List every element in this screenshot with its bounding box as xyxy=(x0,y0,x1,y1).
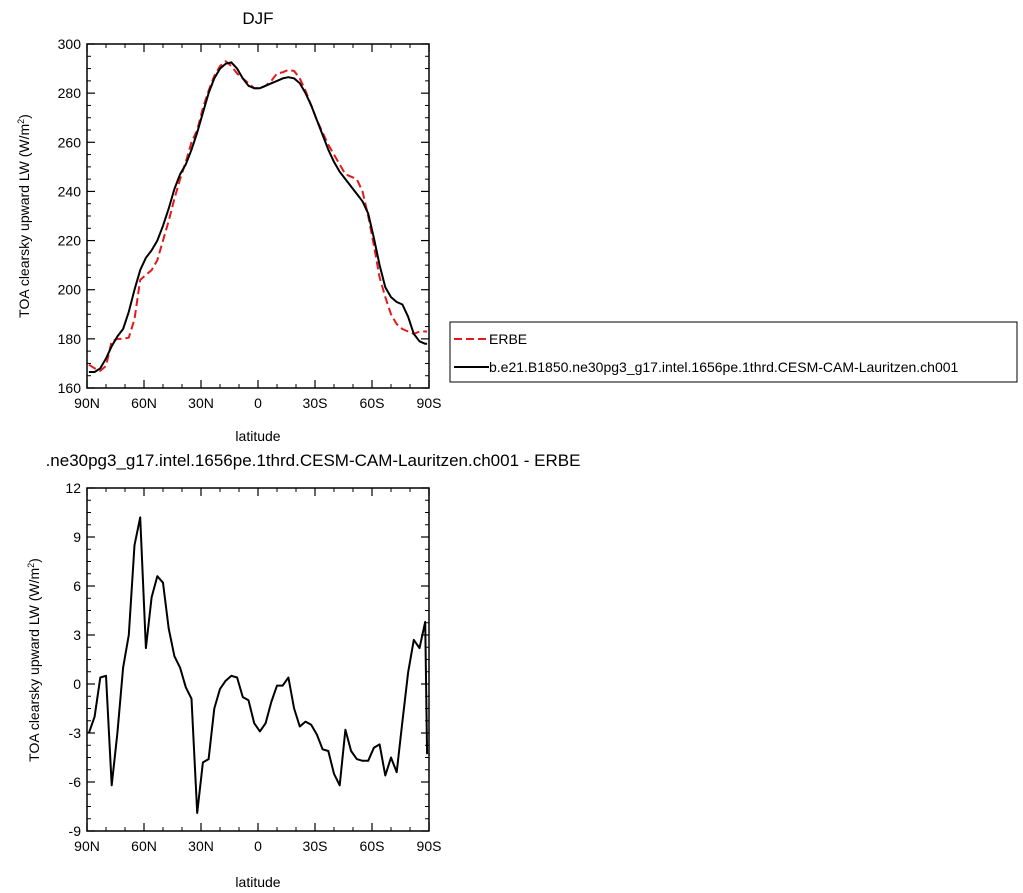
bottom-x-tick-label: 0 xyxy=(254,838,262,854)
bottom-plot-frame xyxy=(86,487,430,832)
bottom-series-group xyxy=(87,516,429,814)
bottom-y-tick-label: -9 xyxy=(69,823,82,839)
top-y-tick-label: 160 xyxy=(58,380,82,396)
bottom-axes-group: 90N 60N 30N 0 30S 60S 90S -9 -6 -3 0 3 6 9 12 xyxy=(65,480,441,854)
top-chart-title: DJF xyxy=(242,9,273,28)
top-x-tick-label: 90N xyxy=(74,395,100,411)
top-x-tick-label: 0 xyxy=(254,395,262,411)
bottom-y-tick-label: 12 xyxy=(65,480,81,496)
bottom-y-tick-label: -3 xyxy=(69,725,82,741)
top-series-line-erbe xyxy=(88,60,428,372)
bottom-series-line-model xyxy=(87,516,429,814)
top-y-tick-label: 260 xyxy=(58,134,82,150)
top-series-line-model xyxy=(88,61,428,373)
top-axes-group: 90N 60N 30N 0 30S 60S 90S 160 180 200 220 240 260 280… xyxy=(58,36,442,411)
top-y-axis-label: TOA clearsky upward LW (W/m2) xyxy=(16,114,32,318)
top-x-axis-label: latitude xyxy=(235,428,280,444)
bottom-x-tick-label: 60S xyxy=(360,838,385,854)
top-y-tick-label: 220 xyxy=(58,233,82,249)
bottom-chart-title: .ne30pg3_g17.intel.1656pe.1thrd.CESM-CAM… xyxy=(46,451,581,470)
bottom-panel: .ne30pg3_g17.intel.1656pe.1thrd.CESM-CAM… xyxy=(26,451,580,890)
top-series-group xyxy=(88,60,428,373)
top-y-tick-label: 180 xyxy=(58,331,82,347)
bottom-x-tick-label: 30S xyxy=(303,838,328,854)
top-y-tick-label: 300 xyxy=(58,36,82,52)
bottom-x-tick-label: 30N xyxy=(188,838,214,854)
bottom-y-tick-label: 3 xyxy=(73,627,81,643)
top-x-tick-label: 60S xyxy=(360,395,385,411)
bottom-x-axis-label: latitude xyxy=(235,874,280,890)
top-panel: DJF 90N 60N 30N 0 30S 60S 90S 160 180 200 220 240 26… xyxy=(16,9,1018,444)
bottom-y-tick-label: 9 xyxy=(73,529,81,545)
top-plot-frame xyxy=(86,43,430,389)
top-x-tick-label: 60N xyxy=(131,395,157,411)
top-y-tick-label: 280 xyxy=(58,85,82,101)
legend-box xyxy=(449,321,1018,383)
top-x-tick-label: 30N xyxy=(188,395,214,411)
bottom-y-tick-label: 6 xyxy=(73,578,81,594)
legend-label-erbe: ERBE xyxy=(489,331,527,347)
bottom-y-tick-label: -6 xyxy=(69,774,82,790)
bottom-y-tick-label: 0 xyxy=(73,676,81,692)
legend-label-model: b.e21.B1850.ne30pg3_g17.intel.1656pe.1th… xyxy=(489,359,959,375)
bottom-x-tick-label: 90S xyxy=(417,838,442,854)
top-y-tick-label: 200 xyxy=(58,282,82,298)
top-x-tick-label: 30S xyxy=(303,395,328,411)
bottom-x-tick-label: 60N xyxy=(131,838,157,854)
bottom-x-tick-label: 90N xyxy=(74,838,100,854)
bottom-y-axis-label: TOA clearsky upward LW (W/m2) xyxy=(26,558,42,762)
top-y-tick-label: 240 xyxy=(58,183,82,199)
legend: ERBE b.e21.B1850.ne30pg3_g17.intel.1656p… xyxy=(449,321,1018,383)
top-x-tick-label: 90S xyxy=(417,395,442,411)
